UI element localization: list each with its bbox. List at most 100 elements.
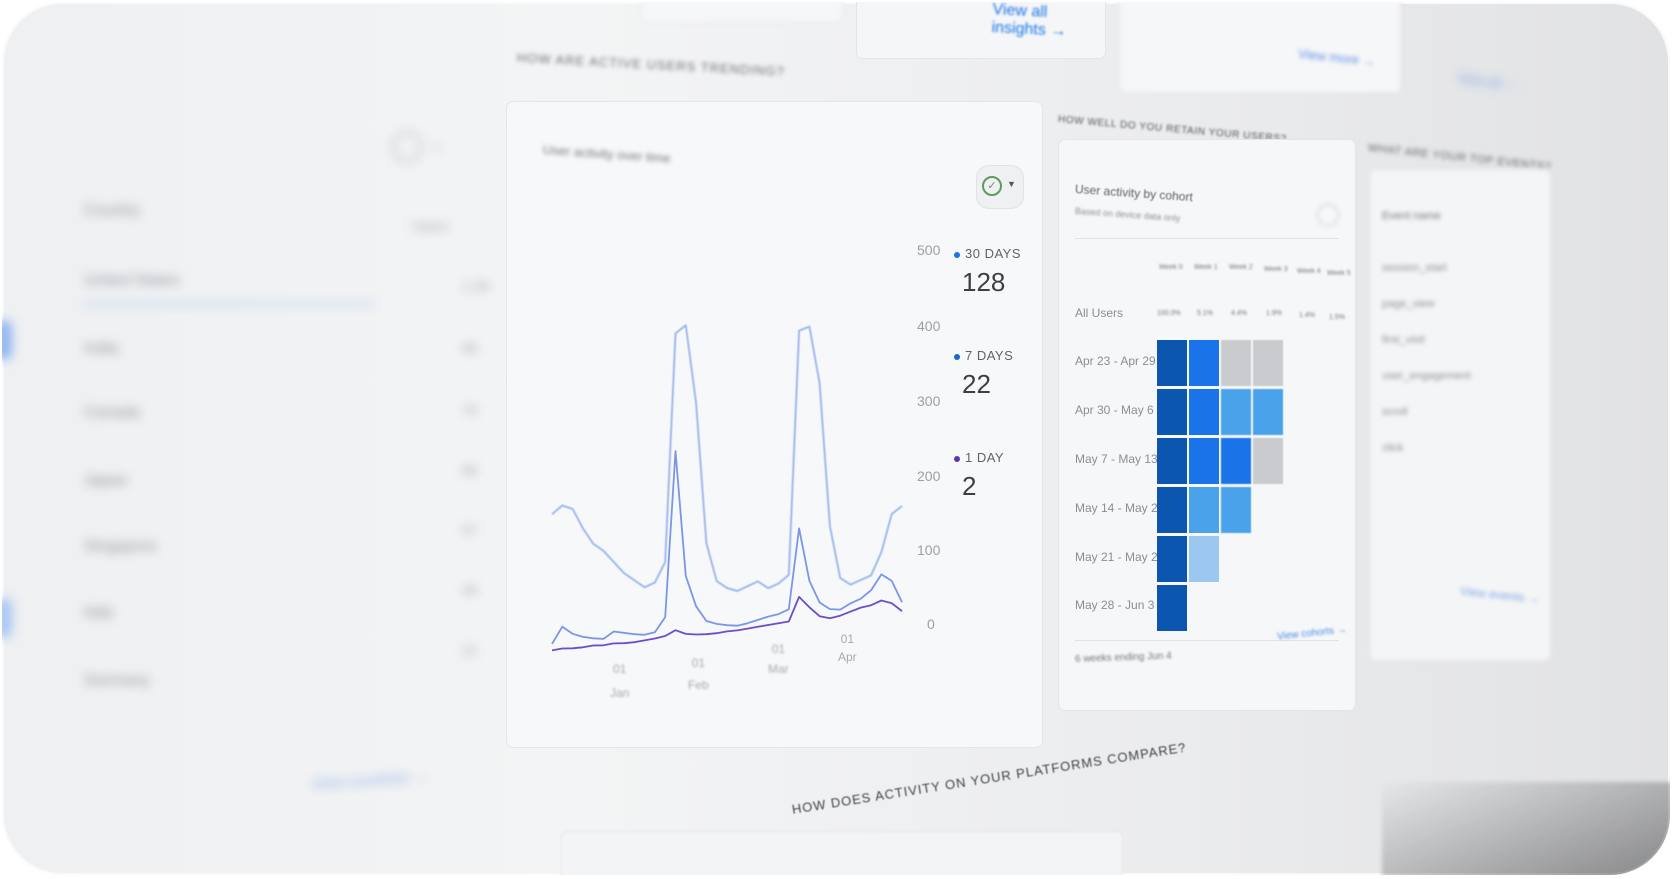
list-item-value: 1.2K (462, 278, 491, 294)
cohort-row-label: May 21 - May 27 (1075, 550, 1165, 564)
list-item[interactable]: Canada (84, 404, 141, 421)
y-tick-label: 300 (917, 393, 941, 409)
cohort-cell[interactable] (1189, 487, 1219, 533)
cohort-cell[interactable] (1253, 438, 1283, 484)
legend-label: 7 DAYS (965, 348, 1014, 363)
chevron-down-icon: ▼ (1007, 179, 1016, 189)
cohort-column-header: Week 0 (1159, 264, 1183, 271)
legend-30-days: 30 DAYS 128 (954, 246, 1021, 298)
top-events-row: Event name (1382, 210, 1441, 222)
cohort-cell[interactable] (1189, 389, 1219, 435)
view-more-link[interactable]: View more → (1297, 45, 1377, 70)
cohort-cell[interactable] (1157, 389, 1187, 435)
list-item-value: 98 (462, 340, 478, 356)
x-tick-day: 01 (771, 642, 786, 656)
cohort-column-header: Week 5 (1327, 270, 1351, 277)
compare-toggle-button[interactable]: ✓ ▼ (977, 166, 1023, 208)
cohort-cell[interactable] (1253, 340, 1283, 386)
x-tick-month: Feb (688, 678, 709, 692)
top-card-insights: View all insights → (857, 2, 1105, 58)
sidebar-bar (84, 302, 374, 306)
sidebar-toolbar-icon[interactable] (392, 132, 422, 162)
view-all-insights-link[interactable]: View all insights → (991, 2, 1067, 40)
retention-divider (1075, 238, 1339, 239)
cohort-cell[interactable] (1221, 340, 1251, 386)
y-tick-label: 400 (917, 318, 941, 334)
legend-label: 30 DAYS (965, 246, 1022, 261)
list-item[interactable]: United States (84, 272, 181, 289)
legend-7-days: 7 DAYS 22 (954, 348, 1013, 400)
all-users-value: 5.1% (1197, 310, 1213, 317)
x-tick-label: 01 Jan (610, 662, 629, 700)
x-tick-label: 01 Feb (688, 656, 709, 692)
list-item[interactable]: Japan (84, 472, 128, 489)
check-circle-icon: ✓ (982, 176, 1002, 196)
all-users-value: 4.4% (1231, 310, 1247, 317)
retention-card: User activity by cohort Based on device … (1059, 140, 1355, 710)
legend-value: 22 (962, 369, 991, 399)
cohort-row-label: Apr 23 - Apr 29 (1075, 354, 1156, 368)
cohort-column-header: Week 1 (1194, 264, 1218, 271)
top-events-row: click (1382, 442, 1404, 454)
legend-dot (954, 353, 960, 360)
cohort-cell[interactable] (1189, 438, 1219, 484)
x-tick-day: 01 (840, 632, 855, 646)
legend-dot (954, 455, 960, 462)
retention-footer: 6 weeks ending Jun 4 (1074, 650, 1172, 665)
legend-dot (954, 251, 960, 258)
all-users-label: All Users (1075, 306, 1124, 320)
all-users-value: 1.5% (1329, 314, 1345, 321)
top-events-row: scroll (1382, 406, 1408, 418)
x-tick-label: 01 Apr (838, 632, 857, 664)
view-events-link[interactable]: View events → (1459, 583, 1541, 607)
list-item-value: 66 (462, 462, 478, 478)
list-item[interactable]: Singapore (84, 538, 157, 555)
sidebar-chevron-icon[interactable]: ▾ (434, 140, 441, 154)
x-tick-label: 01 Mar (768, 642, 789, 676)
cohort-cell[interactable] (1221, 389, 1251, 435)
cohort-cell[interactable] (1157, 438, 1187, 484)
y-tick-label: 100 (917, 542, 941, 558)
cohort-cell[interactable] (1189, 536, 1219, 582)
retention-title: User activity by cohort (1074, 182, 1194, 205)
cohort-cell[interactable] (1189, 340, 1219, 386)
cohort-cell[interactable] (1253, 389, 1283, 435)
x-tick-day: 01 (691, 656, 706, 670)
right-heading: WHAT ARE YOUR TOP EVENTS? (1367, 142, 1552, 174)
cohort-column-header: Week 4 (1297, 268, 1321, 275)
list-item-value: 49 (462, 582, 478, 598)
platforms-card (562, 832, 1122, 875)
top-events-row: session_start (1382, 262, 1447, 274)
cohort-row-label: May 28 - Jun 3 (1075, 598, 1155, 612)
list-item[interactable]: India (84, 340, 119, 357)
top-events-row: page_view (1382, 298, 1435, 310)
top-card-left (642, 2, 842, 22)
list-item[interactable]: Italy (84, 604, 114, 621)
list-item-value: 57 (462, 522, 478, 538)
view-countries-link[interactable]: View countries → (311, 767, 429, 794)
legend-value: 128 (962, 267, 1006, 297)
cohort-cell[interactable] (1157, 536, 1187, 582)
legend-value: 2 (962, 471, 977, 501)
cohort-cell[interactable] (1157, 340, 1187, 386)
cohort-cell[interactable] (1221, 487, 1251, 533)
legend-label: 1 DAY (965, 450, 1005, 465)
retention-menu-icon[interactable] (1317, 204, 1339, 226)
cohort-cell[interactable] (1221, 438, 1251, 484)
cohort-column-header: Week 3 (1264, 266, 1288, 273)
list-item[interactable]: Germany (84, 672, 150, 689)
cohort-cell[interactable] (1157, 585, 1187, 631)
all-users-value: 100.0% (1157, 310, 1181, 317)
cohort-row-label: Apr 30 - May 6 (1075, 403, 1154, 417)
trending-heading: HOW ARE ACTIVE USERS TRENDING? (516, 50, 786, 80)
top-events-row: user_engagement (1382, 370, 1471, 382)
x-tick-month: Mar (768, 662, 789, 676)
retention-divider (1075, 640, 1339, 641)
all-users-value: 1.4% (1299, 312, 1315, 319)
sidebar-header-label: Country (84, 202, 141, 219)
all-users-value: 1.9% (1266, 310, 1282, 317)
left-edge-accent-2 (2, 598, 12, 638)
cohort-cell[interactable] (1157, 487, 1187, 533)
x-tick-month: Apr (838, 650, 857, 664)
view-all-link[interactable]: View all → (1456, 69, 1519, 94)
